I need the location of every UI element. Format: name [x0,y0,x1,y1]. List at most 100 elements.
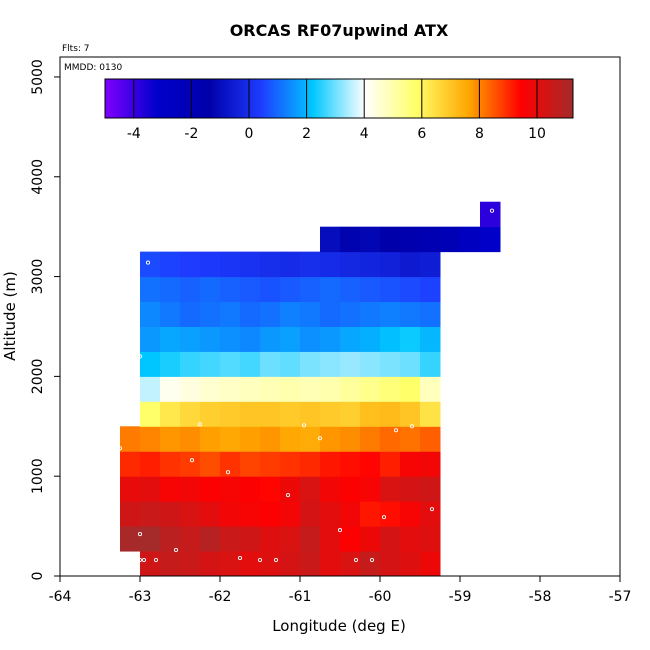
heatmap-cell [400,501,421,527]
heatmap-cell [320,476,341,502]
heatmap-cell [360,401,381,427]
x-tick-label: -57 [609,589,632,605]
heatmap-cell [140,351,161,377]
heatmap-cell [140,401,161,427]
y-axis-label: Altitude (m) [1,271,19,361]
sample-point [353,557,359,563]
heatmap-cell [260,401,281,427]
heatmap-cell [400,451,421,477]
heatmap-cell [260,501,281,527]
heatmap-cell [480,226,501,253]
heatmap-cell [240,476,261,502]
heatmap-cell [200,476,221,502]
heatmap-cell [380,376,401,402]
heatmap-cell [280,551,301,577]
sample-point [137,532,143,537]
heatmap-cell [240,276,261,303]
heatmap-cell [400,401,421,427]
colorbar-tick-label: 4 [360,126,369,142]
heatmap-cell [360,526,381,552]
heatmap-cell [480,201,501,228]
heatmap-cell [320,401,341,427]
heatmap-cell [240,426,261,452]
heatmap-cell [180,376,201,402]
heatmap-cell [360,276,381,303]
heatmap-cell [260,276,281,303]
heatmap-cell [240,526,261,552]
heatmap-cell [340,401,361,427]
heatmap-cell [140,276,161,303]
heatmap-cell [160,551,181,577]
sample-point [117,446,123,451]
heatmap-cell [240,251,261,278]
heatmap-cell [320,551,341,577]
heatmap-cell [240,376,261,402]
sample-point [141,557,147,563]
colorbar-tick-label: 8 [475,126,484,142]
sample-point [137,557,143,563]
heatmap-cell [380,476,401,502]
heatmap-cell [240,401,261,427]
heatmap-cell [320,301,341,327]
heatmap-cell [340,426,361,452]
heatmap-cell [240,551,261,577]
sample-point [317,436,323,441]
heatmap-cell [240,451,261,477]
sample-point [189,458,195,463]
heatmap-cell [400,276,421,303]
x-tick-label: -60 [369,589,392,605]
heatmap-cell [300,301,321,327]
heatmap-cell [220,526,241,552]
x-axis: -64 -63 -62 -61 -60 -59 -58 -57 [49,576,632,605]
heatmap-cell [400,351,421,377]
heatmap-cell [360,301,381,327]
x-tick-label: -64 [49,589,72,605]
heatmap-cell [360,351,381,377]
heatmap-cell [240,301,261,327]
sample-point [473,396,479,401]
heatmap-cell [280,451,301,477]
x-tick-label: -59 [449,589,472,605]
heatmap-cell [340,351,361,377]
heatmap-cell [400,301,421,327]
heatmap-cell [200,526,221,552]
heatmap-cell [220,326,241,352]
heatmap-cell [260,451,281,477]
heatmap-cell [180,501,201,527]
heatmap-cell [300,376,321,402]
sample-point [381,515,387,520]
heatmap-cell [380,526,401,552]
heatmap-cell [160,251,181,278]
heatmap-cell [380,326,401,352]
x-tick-label: -63 [129,589,152,605]
heatmap-cell [260,251,281,278]
heatmap-cell [200,426,221,452]
heatmap-cell [320,526,341,552]
heatmap-cell [280,476,301,502]
heatmap-cell [340,226,361,253]
heatmap-cell [200,401,221,427]
heatmap-cell [440,226,461,253]
heatmap-cell [220,476,241,502]
sample-points [117,208,495,563]
heatmap-cell [420,226,441,253]
heatmap-cell [200,376,221,402]
heatmap-cell [400,376,421,402]
y-tick-label: 4000 [30,159,46,195]
heatmap-cell [140,551,161,577]
heatmap-cell [160,476,181,502]
heatmap-cell [380,351,401,377]
heatmap-cell [340,476,361,502]
heatmap-cell [320,376,341,402]
sample-point [153,557,159,563]
heatmap-cell [220,301,241,327]
heatmap-cell [380,451,401,477]
heatmap-cell [280,326,301,352]
heatmap-cell [360,476,381,502]
heatmap-cell [160,426,181,452]
heatmap-cell [140,301,161,327]
heatmap-cell [360,551,381,577]
heatmap-cell [380,401,401,427]
heatmap-cell [320,251,341,278]
heatmap-cell [300,451,321,477]
